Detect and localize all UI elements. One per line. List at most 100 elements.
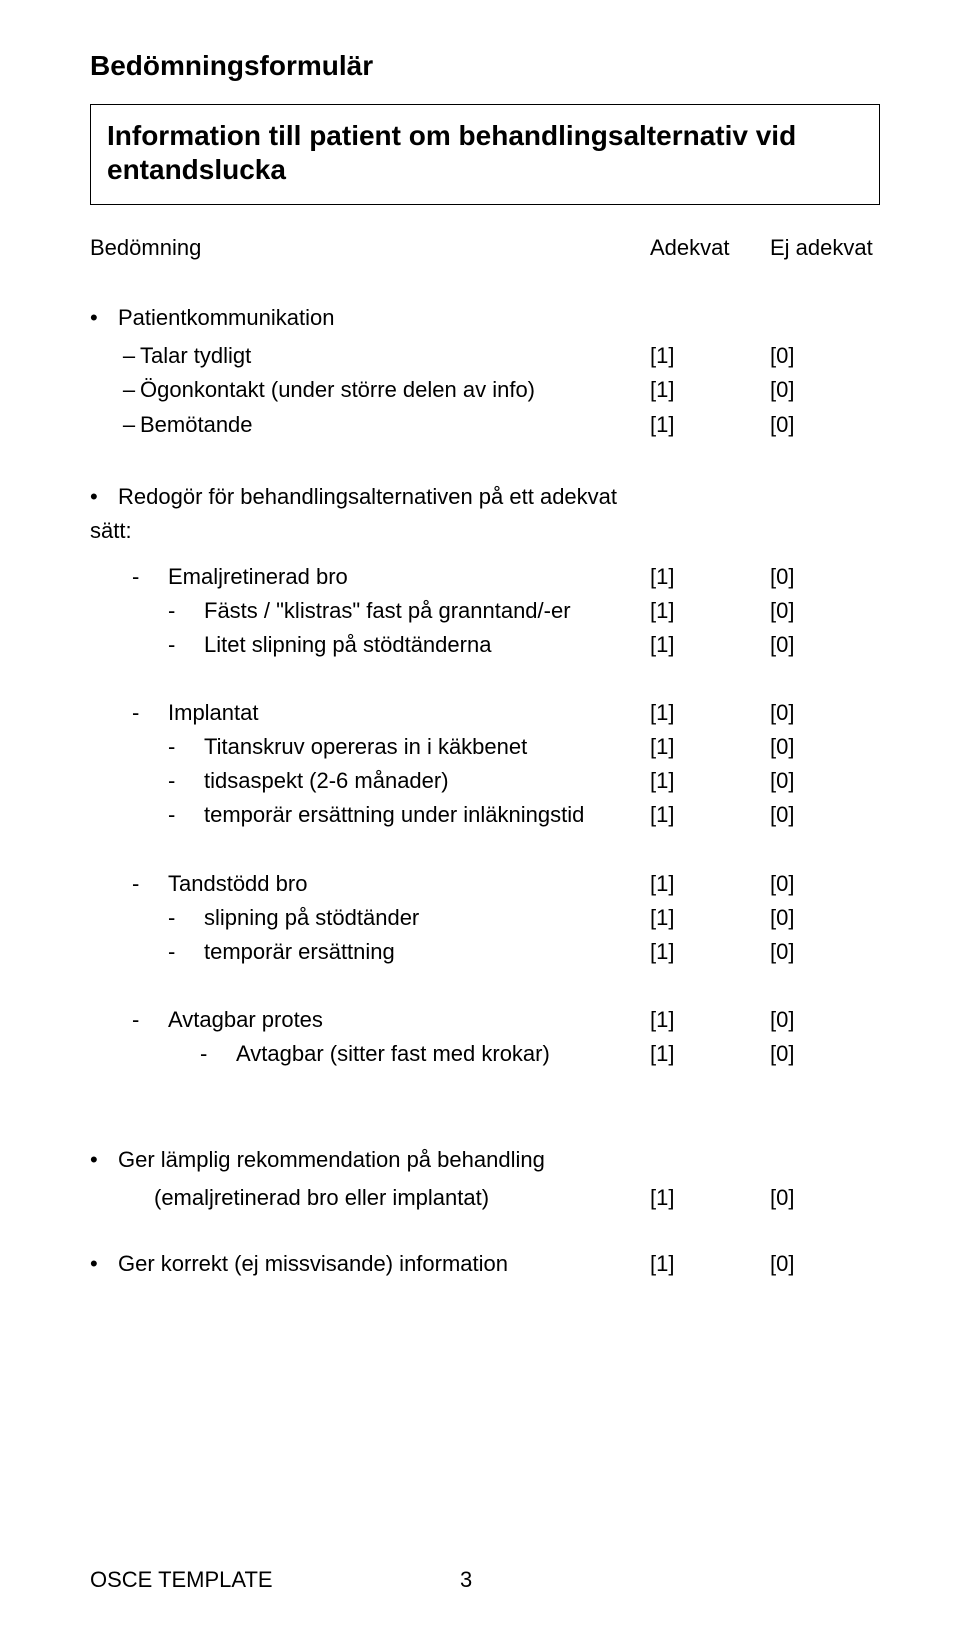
page: Bedömningsformulär Information till pati… — [0, 0, 960, 1633]
hyphen-icon: - — [168, 935, 184, 969]
group-item-label: temporär ersättning — [204, 939, 395, 964]
hyphen-icon: - — [168, 901, 184, 935]
hyphen-icon: - — [132, 696, 148, 730]
section1-title: Patientkommunikation — [118, 305, 334, 330]
score-ej-adekvat: [0] — [770, 696, 880, 730]
header-label: Bedömning — [90, 231, 650, 265]
score-adekvat: [1] — [650, 901, 770, 935]
score-adekvat: [1] — [650, 1003, 770, 1037]
group-item-label: temporär ersättning under inläkningstid — [204, 802, 584, 827]
section1-item-row: –Talar tydligt [1] [0] — [90, 339, 880, 373]
group-item-row: -temporär ersättning under inläkningstid… — [90, 798, 880, 832]
score-ej-adekvat: [0] — [770, 339, 880, 373]
group-item-label: Fästs / "klistras" fast på granntand/-er — [204, 598, 571, 623]
hyphen-icon: - — [200, 1037, 216, 1071]
group-item-label: tidsaspekt (2-6 månader) — [204, 768, 449, 793]
score-adekvat: [1] — [650, 867, 770, 901]
score-ej-adekvat: [0] — [770, 867, 880, 901]
bullet-icon: • — [90, 480, 118, 514]
dash-icon: – — [118, 373, 140, 407]
score-adekvat: [1] — [650, 1037, 770, 1071]
score-ej-adekvat: [0] — [770, 1181, 880, 1215]
score-adekvat: [1] — [650, 798, 770, 832]
score-ej-adekvat: [0] — [770, 594, 880, 628]
score-adekvat: [1] — [650, 560, 770, 594]
score-adekvat: [1] — [650, 339, 770, 373]
score-adekvat: [1] — [650, 1247, 770, 1281]
group-item-label: slipning på stödtänder — [204, 905, 419, 930]
group-item-label: Titanskruv opereras in i käkbenet — [204, 734, 527, 759]
footer-left: OSCE TEMPLATE — [90, 1567, 460, 1593]
section1-title-row: •Patientkommunikation — [90, 301, 880, 335]
score-ej-adekvat: [0] — [770, 798, 880, 832]
hyphen-icon: - — [168, 798, 184, 832]
score-ej-adekvat: [0] — [770, 935, 880, 969]
group-item-row: -Titanskruv opereras in i käkbenet [1] [… — [90, 730, 880, 764]
section1-item-label: Ögonkontakt (under större delen av info) — [140, 377, 535, 402]
group-head-row: -Tandstödd bro [1] [0] — [90, 867, 880, 901]
group-head-label: Emaljretinerad bro — [168, 564, 348, 589]
score-adekvat: [1] — [650, 935, 770, 969]
score-adekvat: [1] — [650, 408, 770, 442]
dash-icon: – — [118, 408, 140, 442]
header-col-ej-adekvat: Ej adekvat — [770, 231, 880, 265]
hyphen-icon: - — [168, 594, 184, 628]
section1-item-label: Bemötande — [140, 412, 253, 437]
group-item-row: -temporär ersättning [1] [0] — [90, 935, 880, 969]
score-ej-adekvat: [0] — [770, 1003, 880, 1037]
title-box: Information till patient om behandlingsa… — [90, 104, 880, 205]
box-title-line1: Information till patient om behandlingsa… — [107, 119, 863, 153]
hyphen-icon: - — [168, 628, 184, 662]
section2-title-row: •Redogör för behandlingsalternativen på … — [90, 480, 880, 548]
footer: OSCE TEMPLATE 3 — [90, 1567, 880, 1593]
group-head-row: -Avtagbar protes [1] [0] — [90, 1003, 880, 1037]
footer-page-number: 3 — [460, 1567, 880, 1593]
section3-item1-line2: (emaljretinerad bro eller implantat) — [90, 1181, 650, 1215]
hyphen-icon: - — [168, 764, 184, 798]
section1-item-label: Talar tydligt — [140, 343, 251, 368]
score-ej-adekvat: [0] — [770, 628, 880, 662]
group-item-row: -Litet slipning på stödtänderna [1] [0] — [90, 628, 880, 662]
group-item-row: -slipning på stödtänder [1] [0] — [90, 901, 880, 935]
section3-item2-label: Ger korrekt (ej missvisande) information — [118, 1251, 508, 1276]
group-head-row: -Emaljretinerad bro [1] [0] — [90, 560, 880, 594]
score-adekvat: [1] — [650, 764, 770, 798]
score-ej-adekvat: [0] — [770, 408, 880, 442]
hyphen-icon: - — [132, 867, 148, 901]
group-item-label: Litet slipning på stödtänderna — [204, 632, 491, 657]
dash-icon: – — [118, 339, 140, 373]
score-ej-adekvat: [0] — [770, 1247, 880, 1281]
group-head-label: Tandstödd bro — [168, 871, 307, 896]
section3-item2-row: •Ger korrekt (ej missvisande) informatio… — [90, 1247, 880, 1281]
page-title: Bedömningsformulär — [90, 50, 880, 82]
section1-item-row: –Ögonkontakt (under större delen av info… — [90, 373, 880, 407]
score-adekvat: [1] — [650, 696, 770, 730]
bullet-icon: • — [90, 1247, 118, 1281]
group-head-label: Implantat — [168, 700, 259, 725]
group-item-row: -tidsaspekt (2-6 månader) [1] [0] — [90, 764, 880, 798]
score-adekvat: [1] — [650, 373, 770, 407]
bullet-icon: • — [90, 301, 118, 335]
score-adekvat: [1] — [650, 1181, 770, 1215]
section3-item1-line2-row: (emaljretinerad bro eller implantat) [1]… — [90, 1181, 880, 1215]
box-title-line2: entandslucka — [107, 153, 863, 187]
score-ej-adekvat: [0] — [770, 1037, 880, 1071]
column-header-row: Bedömning Adekvat Ej adekvat — [90, 231, 880, 265]
score-ej-adekvat: [0] — [770, 730, 880, 764]
group-item-label: Avtagbar (sitter fast med krokar) — [236, 1041, 550, 1066]
hyphen-icon: - — [132, 1003, 148, 1037]
section3-item1-line1: Ger lämplig rekommendation på behandling — [118, 1147, 545, 1172]
score-ej-adekvat: [0] — [770, 560, 880, 594]
hyphen-icon: - — [168, 730, 184, 764]
score-ej-adekvat: [0] — [770, 764, 880, 798]
group-item-row: -Fästs / "klistras" fast på granntand/-e… — [90, 594, 880, 628]
section3-item1-line1-row: •Ger lämplig rekommendation på behandlin… — [90, 1143, 880, 1177]
hyphen-icon: - — [132, 560, 148, 594]
group-head-label: Avtagbar protes — [168, 1007, 323, 1032]
score-ej-adekvat: [0] — [770, 901, 880, 935]
header-col-adekvat: Adekvat — [650, 231, 770, 265]
section1-item-row: –Bemötande [1] [0] — [90, 408, 880, 442]
score-adekvat: [1] — [650, 730, 770, 764]
bullet-icon: • — [90, 1143, 118, 1177]
score-adekvat: [1] — [650, 628, 770, 662]
